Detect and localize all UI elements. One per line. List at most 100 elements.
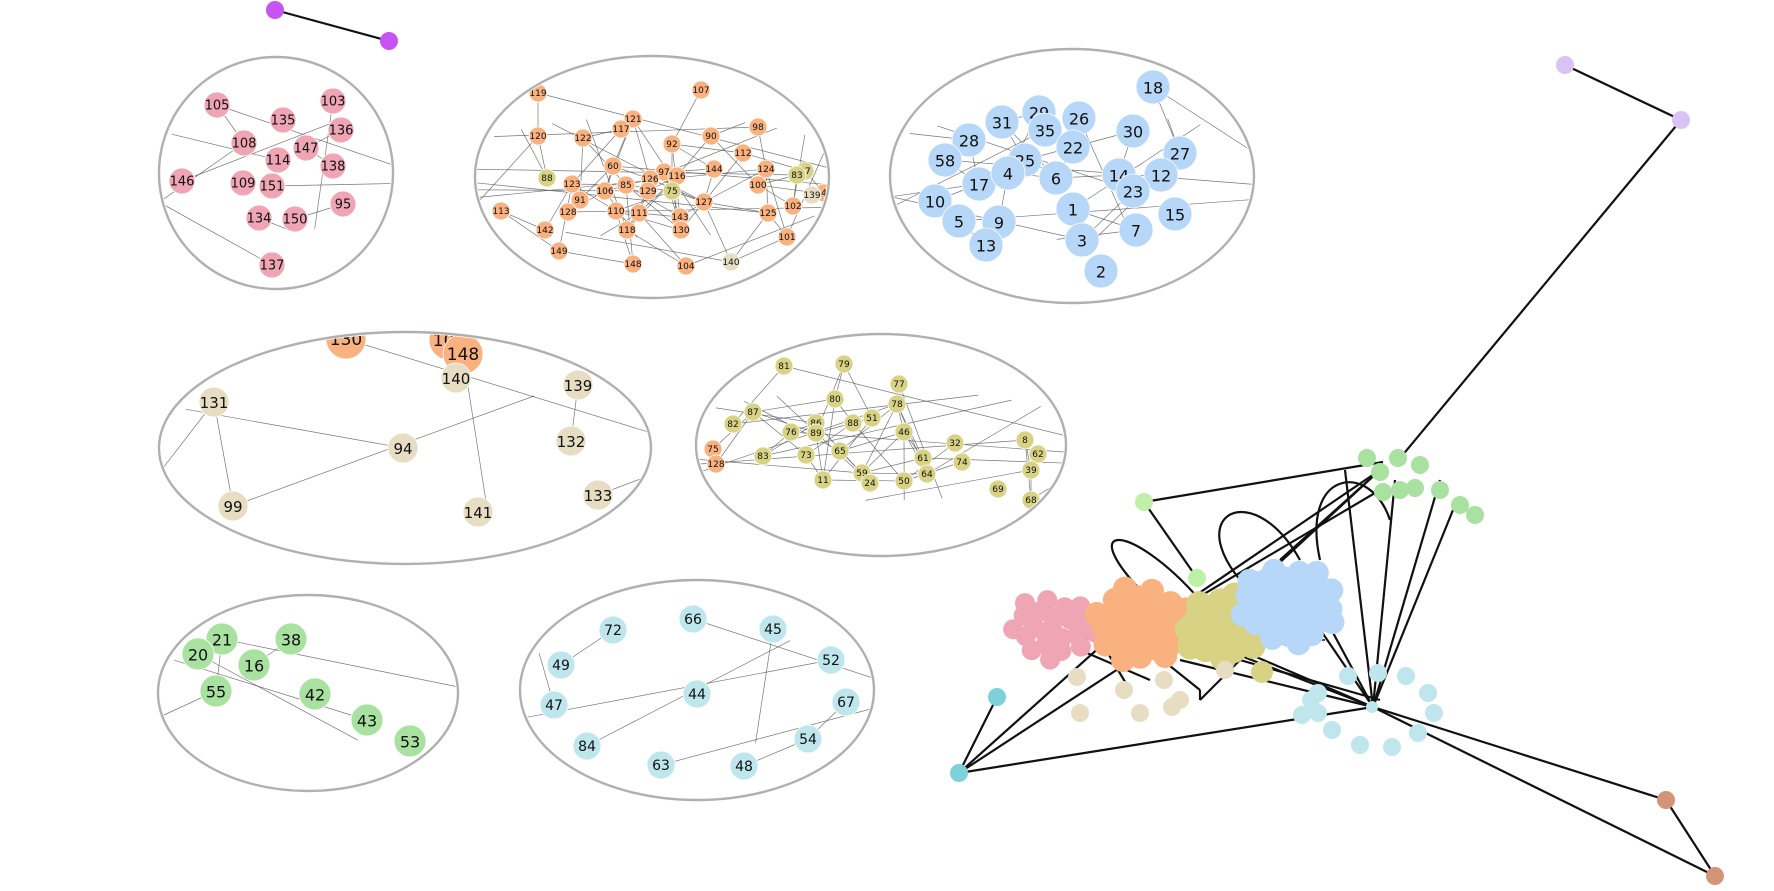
- node-69[interactable]: [988, 479, 1008, 499]
- overview-orange-node[interactable]: [1112, 576, 1137, 601]
- node-108[interactable]: [230, 129, 258, 157]
- node-138[interactable]: [319, 152, 347, 180]
- node-136[interactable]: [327, 116, 355, 144]
- node-98[interactable]: [748, 117, 768, 137]
- node-22[interactable]: [1055, 129, 1091, 165]
- overview-beige-node[interactable]: [1115, 681, 1133, 699]
- node-31[interactable]: [984, 104, 1020, 140]
- overview-beige-node[interactable]: [1216, 661, 1234, 679]
- node-124[interactable]: [756, 159, 776, 179]
- node-45[interactable]: [758, 614, 788, 644]
- overview-blue-node[interactable]: [1287, 560, 1312, 585]
- node-120[interactable]: [528, 126, 548, 146]
- node-132[interactable]: [555, 425, 587, 457]
- node-104[interactable]: [676, 256, 696, 276]
- node-7[interactable]: [1118, 212, 1154, 248]
- node-135[interactable]: [269, 106, 297, 134]
- node-149[interactable]: [549, 241, 569, 261]
- node-52[interactable]: [816, 645, 846, 675]
- node-89[interactable]: [806, 423, 826, 443]
- overview-teal-node[interactable]: [988, 688, 1006, 706]
- node-150[interactable]: [281, 205, 309, 233]
- overview-cyan-node[interactable]: [1397, 667, 1415, 685]
- node-48[interactable]: [729, 751, 759, 781]
- node-21[interactable]: [205, 622, 239, 656]
- overview-lavender-node[interactable]: [1556, 56, 1574, 74]
- node-3[interactable]: [1064, 222, 1100, 258]
- node-81[interactable]: [774, 356, 794, 376]
- overview-green-node[interactable]: [1358, 449, 1376, 467]
- node-6[interactable]: [1038, 160, 1074, 196]
- node-102[interactable]: [783, 196, 803, 216]
- overview-cyan-node[interactable]: [1323, 721, 1341, 739]
- overview-green-node[interactable]: [1391, 481, 1409, 499]
- node-103[interactable]: [319, 87, 347, 115]
- node-118[interactable]: [617, 220, 637, 240]
- node-53[interactable]: [393, 724, 427, 758]
- node-137[interactable]: [258, 251, 286, 279]
- node-63[interactable]: [646, 750, 676, 780]
- node-60[interactable]: [603, 156, 623, 176]
- node-44[interactable]: [682, 679, 712, 709]
- overview-green-node[interactable]: [1371, 463, 1389, 481]
- node-47[interactable]: [539, 690, 569, 720]
- overview-beige-node[interactable]: [1155, 671, 1173, 689]
- overview-pink-node[interactable]: [1014, 593, 1035, 614]
- node-49[interactable]: [546, 650, 576, 680]
- node-28[interactable]: [951, 122, 987, 158]
- node-67[interactable]: [831, 687, 861, 717]
- node-64[interactable]: [917, 464, 937, 484]
- overview-lime-node[interactable]: [1188, 569, 1206, 587]
- node-15[interactable]: [1157, 196, 1193, 232]
- overview-cyan-node[interactable]: [1383, 738, 1401, 756]
- node-100[interactable]: [748, 175, 768, 195]
- node-13[interactable]: [968, 227, 1004, 263]
- overview-pink-node[interactable]: [1054, 597, 1075, 618]
- node-106[interactable]: [595, 181, 615, 201]
- overview-cyan-node[interactable]: [1409, 724, 1427, 742]
- node-65[interactable]: [830, 441, 850, 461]
- node-131[interactable]: [198, 386, 230, 418]
- node-88[interactable]: [843, 413, 863, 433]
- overview-blue-node[interactable]: [1237, 568, 1262, 593]
- node-50[interactable]: [894, 471, 914, 491]
- node-43[interactable]: [350, 703, 384, 737]
- node-10[interactable]: [917, 183, 953, 219]
- overview-pink-node[interactable]: [1003, 619, 1024, 640]
- node-8[interactable]: [1015, 430, 1035, 450]
- node-purple-1[interactable]: [380, 32, 398, 50]
- node-79[interactable]: [834, 354, 854, 374]
- node-51[interactable]: [862, 408, 882, 428]
- node-84[interactable]: [572, 731, 602, 761]
- node-85[interactable]: [616, 175, 636, 195]
- node-110[interactable]: [606, 201, 626, 221]
- node-58[interactable]: [927, 142, 963, 178]
- node-130[interactable]: [671, 220, 691, 240]
- node-105[interactable]: [203, 91, 231, 119]
- overview-orange-node[interactable]: [1139, 578, 1164, 603]
- node-75[interactable]: [662, 181, 682, 201]
- overview-green-node[interactable]: [1411, 456, 1429, 474]
- overview-green-node[interactable]: [1451, 496, 1469, 514]
- overview-beige-node[interactable]: [1131, 704, 1149, 722]
- overview-green-node[interactable]: [1406, 479, 1424, 497]
- node-80[interactable]: [825, 389, 845, 409]
- overview-pink-node[interactable]: [1040, 649, 1061, 670]
- overview-blue-node[interactable]: [1262, 558, 1287, 583]
- node-73[interactable]: [796, 445, 816, 465]
- node-66[interactable]: [678, 604, 708, 634]
- overview-green-node[interactable]: [1431, 481, 1449, 499]
- node-146[interactable]: [168, 167, 196, 195]
- node-39[interactable]: [1021, 460, 1041, 480]
- overview-blue-node[interactable]: [1286, 631, 1311, 656]
- node-144[interactable]: [704, 159, 724, 179]
- node-94[interactable]: [387, 432, 419, 464]
- overview-cyan-node[interactable]: [1351, 736, 1369, 754]
- overview-brown-node[interactable]: [1706, 867, 1724, 885]
- node-128[interactable]: [558, 202, 578, 222]
- overview-beige-node[interactable]: [1163, 698, 1181, 716]
- node-117[interactable]: [611, 119, 631, 139]
- overview-olive-node[interactable]: [1186, 591, 1213, 618]
- node-140[interactable]: [721, 252, 741, 272]
- node-76[interactable]: [781, 422, 801, 442]
